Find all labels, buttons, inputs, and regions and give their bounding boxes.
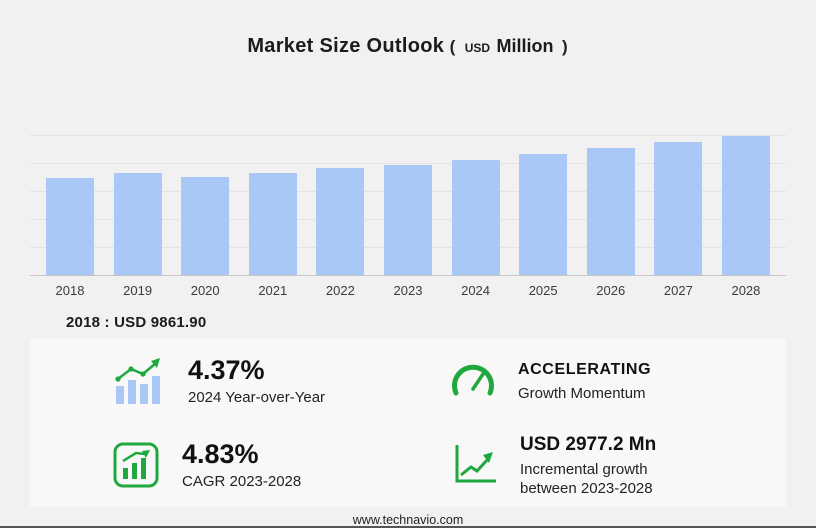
x-label-2028: 2028 bbox=[731, 283, 761, 298]
bar-2018 bbox=[46, 178, 94, 275]
stat-text: 4.83% CAGR 2023-2028 bbox=[182, 439, 301, 491]
stat-text: USD 2977.2 Mn Incremental growth between… bbox=[520, 433, 695, 498]
x-label-2022: 2022 bbox=[325, 283, 355, 298]
plot-area bbox=[30, 108, 786, 276]
title-currency: USD bbox=[464, 41, 491, 55]
stat-value-yoy: 4.37% bbox=[188, 355, 265, 385]
bar-2027 bbox=[654, 142, 703, 275]
bar-2028 bbox=[721, 135, 770, 275]
bar-trend-icon bbox=[112, 356, 166, 406]
stat-incremental: USD 2977.2 Mn Incremental growth between… bbox=[408, 423, 786, 507]
stat-cagr: 4.83% CAGR 2023-2028 bbox=[30, 423, 408, 507]
stat-label-yoy: 2024 Year-over-Year bbox=[188, 389, 326, 406]
stat-text: 4.37% 2024 Year-over-Year bbox=[188, 355, 325, 407]
bar-2024 bbox=[451, 160, 500, 275]
chart-growth-icon bbox=[112, 441, 160, 489]
title-unit: Million bbox=[496, 36, 554, 56]
stat-label-cagr: CAGR 2023-2028 bbox=[182, 473, 302, 490]
stat-yoy: 4.37% 2024 Year-over-Year bbox=[30, 339, 408, 423]
x-label-2021: 2021 bbox=[258, 283, 288, 298]
title-text: Market Size Outlook bbox=[247, 35, 445, 57]
chart-title: Market Size Outlook ( USD Million ) bbox=[0, 32, 816, 62]
stat-text: ACCELERATING Growth Momentum bbox=[518, 359, 651, 403]
bar-2026 bbox=[586, 148, 635, 275]
x-label-2019: 2019 bbox=[123, 283, 153, 298]
x-label-2026: 2026 bbox=[596, 283, 626, 298]
x-label-2024: 2024 bbox=[461, 283, 491, 298]
bar-2023 bbox=[383, 165, 432, 275]
x-axis: 2018 2019 2020 2021 2022 2023 2024 2025 2026 2027… bbox=[30, 283, 786, 298]
stat-label-momentum: Growth Momentum bbox=[518, 385, 646, 402]
speedometer-icon bbox=[450, 360, 496, 402]
footer-url: www.technavio.com bbox=[352, 513, 464, 527]
bar-2021 bbox=[248, 172, 297, 275]
stats-panel: 4.37% 2024 Year-over-Year ACCELERATING G… bbox=[30, 339, 786, 507]
line-growth-icon bbox=[450, 442, 498, 488]
stat-value-incremental: USD 2977.2 Mn bbox=[520, 433, 657, 455]
title-paren-close: ) bbox=[562, 37, 568, 56]
bar-2020 bbox=[181, 177, 230, 275]
x-label-2023: 2023 bbox=[393, 283, 423, 298]
bar-2019 bbox=[113, 173, 162, 275]
stat-label-incremental: Incremental growth between 2023-2028 bbox=[520, 460, 653, 497]
bar-2025 bbox=[519, 154, 568, 275]
stat-momentum: ACCELERATING Growth Momentum bbox=[408, 339, 786, 423]
x-label-2020: 2020 bbox=[190, 283, 220, 298]
stat-value-momentum: ACCELERATING bbox=[518, 361, 652, 378]
bottom-strip bbox=[0, 526, 816, 528]
x-label-2018: 2018 bbox=[55, 283, 85, 298]
title-paren-open: ( bbox=[449, 37, 456, 56]
bar-2022 bbox=[316, 167, 365, 275]
x-label-2025: 2025 bbox=[528, 283, 558, 298]
x-label-2027: 2027 bbox=[663, 283, 693, 298]
bar-chart bbox=[30, 108, 786, 275]
base-year-annotation: 2018 : USD 9861.90 bbox=[66, 314, 207, 331]
stat-value-cagr: 4.83% bbox=[182, 439, 259, 469]
